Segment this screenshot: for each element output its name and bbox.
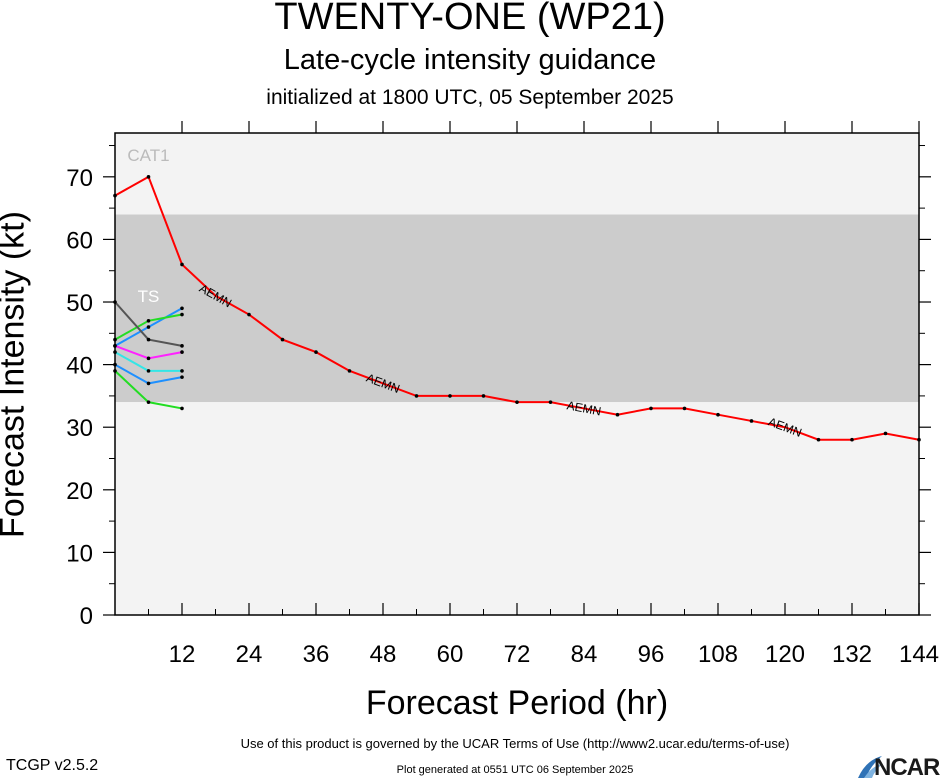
x-tick-label: 12: [169, 641, 196, 668]
data-point: [180, 406, 184, 411]
series-label-aemn: AEMN: [566, 398, 603, 418]
data-point: [180, 369, 184, 373]
x-tick-label: 132: [832, 641, 872, 668]
data-point: [146, 369, 151, 373]
band-label-cat1: CAT1: [127, 146, 169, 165]
y-tick-label: 40: [66, 353, 93, 380]
x-tick-label: 36: [303, 641, 330, 668]
data-point: [247, 312, 251, 317]
terms-of-use-text: Use of this product is governed by the U…: [240, 736, 790, 751]
ncar-logo-text: NCAR: [874, 754, 940, 781]
data-point: [180, 375, 184, 379]
x-tick-label: 96: [638, 641, 665, 668]
band-ts: [115, 214, 919, 403]
data-point: [146, 400, 151, 404]
data-point: [180, 262, 184, 267]
intensity-bands: [115, 133, 919, 615]
data-point: [749, 419, 754, 423]
x-tick-label: 24: [236, 641, 263, 668]
data-point: [180, 350, 184, 354]
y-tick-label: 30: [66, 415, 93, 442]
data-point: [850, 437, 854, 442]
x-axis-label: Forecast Period (hr): [365, 684, 669, 722]
chart-subtitle: Late-cycle intensity guidance: [283, 44, 657, 76]
plot-frame: [114, 132, 920, 616]
data-point: [515, 400, 519, 404]
x-tick-label: 108: [698, 641, 738, 668]
data-point: [716, 412, 720, 417]
x-tick-label: 48: [370, 641, 397, 668]
data-point: [414, 394, 419, 398]
version-label: TCGP v2.5.2: [6, 757, 99, 774]
data-point: [146, 381, 151, 386]
ncar-swoosh-icon: [858, 756, 882, 778]
data-point: [649, 406, 653, 411]
x-tick-label: 144: [899, 641, 939, 668]
y-axis-label: Forecast Intensity (kt): [0, 211, 32, 538]
band-label-ts: TS: [138, 287, 160, 306]
data-point: [347, 369, 352, 373]
y-tick-label: 10: [66, 540, 93, 567]
x-tick-label: 72: [504, 641, 531, 668]
init-time: initialized at 1800 UTC, 05 September 20…: [266, 86, 674, 109]
ncar-logo: NCAR: [856, 754, 940, 781]
data-point: [146, 175, 151, 179]
x-tick-label: 60: [437, 641, 464, 668]
data-point: [548, 400, 553, 404]
generated-timestamp: Plot generated at 0551 UTC 06 September …: [396, 764, 634, 776]
data-point: [146, 318, 151, 323]
data-point: [146, 356, 151, 361]
data-point: [448, 394, 452, 398]
data-point: [280, 337, 285, 342]
data-point: [314, 350, 318, 354]
data-point: [883, 431, 888, 436]
data-point: [146, 325, 151, 329]
data-point: [816, 437, 821, 442]
axis-ticks: 12 24 36 48 60 72 84 96 108 120 132 144 0 10 20 30 40 50 6…: [66, 121, 939, 668]
data-point: [180, 312, 184, 317]
band-td: [115, 402, 919, 615]
x-tick-label: 84: [571, 641, 598, 668]
data-point: [180, 344, 184, 348]
chart-title: TWENTY-ONE (WP21): [274, 0, 666, 38]
band-labels: TS CAT1: [127, 146, 169, 306]
data-point: [146, 337, 151, 342]
y-tick-label: 0: [80, 603, 93, 630]
y-tick-label: 20: [66, 478, 93, 505]
data-point: [615, 412, 620, 417]
x-tick-label: 120: [765, 641, 805, 668]
data-point: [481, 394, 486, 398]
data-point: [180, 306, 184, 311]
y-tick-label: 70: [66, 165, 93, 192]
y-tick-label: 50: [66, 290, 93, 317]
y-tick-label: 60: [66, 227, 93, 254]
band-cat1: [115, 133, 919, 215]
data-point: [682, 406, 687, 411]
